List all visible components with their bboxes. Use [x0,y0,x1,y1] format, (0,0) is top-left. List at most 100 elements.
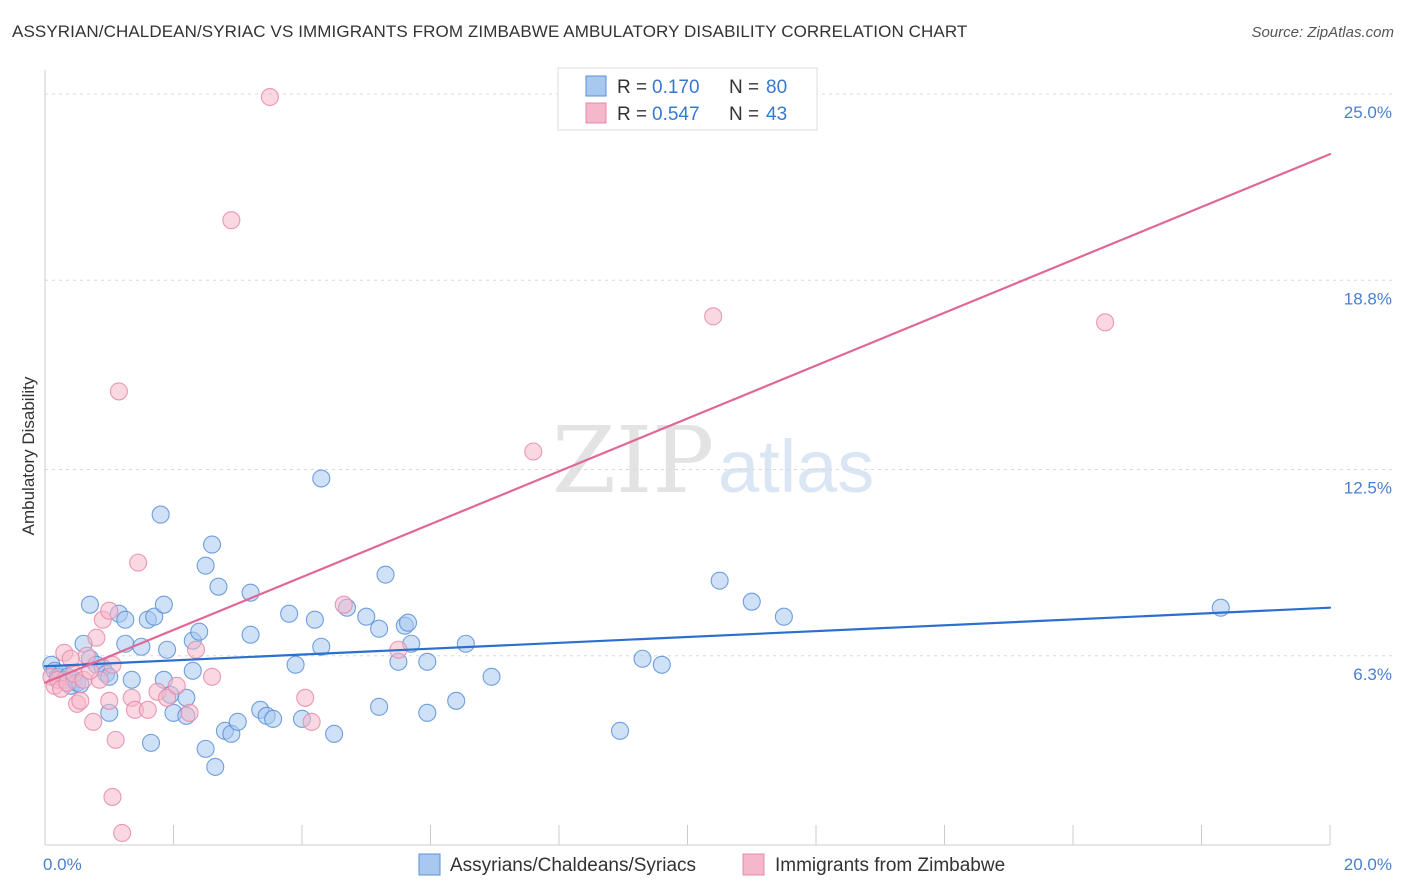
data-point [264,709,283,728]
data-point [334,595,353,614]
data-point [183,661,202,680]
source-label: Source: ZipAtlas.com [1251,24,1394,41]
data-point [84,712,103,731]
grid-lines [45,93,1392,657]
trend-lines [43,153,1332,684]
data-point [196,556,215,575]
data-point [357,607,376,626]
legend-n-label-1: N = [729,77,759,98]
data-point [398,613,418,632]
axes [44,70,1331,846]
data-point [286,655,305,674]
data-point [280,604,299,623]
data-point [742,592,761,611]
data-point [209,577,228,596]
data-point [145,607,164,626]
series-legend: Assyrians/Chaldeans/Syriacs Immigrants f… [418,853,1005,876]
y-tick-label: 6.3% [1353,665,1392,684]
data-point [186,640,206,659]
data-point [100,601,119,620]
data-point [447,691,466,710]
data-point [138,700,157,719]
data-point [312,637,331,656]
trend-line-blue [43,606,1332,668]
data-point [296,688,315,707]
data-point [87,628,106,647]
data-point [206,757,225,776]
data-point [704,307,723,326]
data-point [129,553,148,572]
legend-r-label-1: R = [617,77,647,98]
bottom-legend-label-pink: Immigrants from Zimbabwe [775,855,1005,876]
data-point [482,667,501,686]
bottom-legend-label-blue: Assyrians/Chaldeans/Syriacs [450,855,696,876]
data-point [774,607,793,626]
data-point [116,610,135,629]
data-point [61,649,80,668]
data-point [524,442,543,461]
data-point [228,712,247,731]
data-point [456,634,475,653]
data-point [633,649,652,668]
data-point [122,670,141,689]
legend-n-value-2: 43 [766,104,787,125]
data-point [167,676,186,695]
data-point [203,667,222,686]
data-point [325,724,344,743]
bottom-legend-swatch-pink [742,853,765,876]
data-point [370,697,389,716]
data-point [158,688,177,707]
legend-n-value-1: 80 [766,77,787,98]
y-tick-label: 18.8% [1344,289,1392,308]
data-point [376,565,395,584]
data-point [100,691,119,710]
data-point [312,469,331,488]
watermark-atlas: atlas [718,425,874,508]
y-tick-labels: 6.3% 12.5% 18.8% 25.0% [1344,103,1392,684]
legend-n-label-2: N = [729,104,759,125]
chart-title: ASSYRIAN/CHALDEAN/SYRIAC VS IMMIGRANTS F… [12,22,968,41]
data-point [190,622,209,641]
data-point [1096,313,1115,332]
series-assyrians-points [42,469,1230,776]
data-point [222,211,241,230]
data-point [151,505,170,524]
data-point [103,655,122,674]
data-point [77,646,96,665]
data-point [305,610,324,629]
watermark-zip: ZIP [552,407,714,514]
data-point [103,787,122,806]
data-point [260,87,279,107]
data-point [113,823,132,843]
data-point [141,733,161,752]
legend-swatch-pink [585,102,607,124]
legend-r-value-2: 0.547 [652,104,700,125]
data-point [158,640,177,659]
bottom-legend-swatch-blue [418,853,441,876]
data-point [418,703,437,722]
data-point [652,655,671,674]
data-point [203,535,222,554]
data-point [71,691,90,710]
data-point [241,625,260,644]
x-tick-label: 20.0% [1344,855,1392,874]
y-tick-label: 12.5% [1344,479,1392,498]
data-point [154,595,173,614]
data-point [302,712,321,731]
data-point [370,619,389,638]
x-tick-labels: 0.0% 20.0% [43,855,1392,874]
correlation-legend: R = 0.170 N = 80 R = 0.547 N = 43 [557,67,818,131]
data-point [106,730,125,749]
data-point [109,382,128,401]
trend-line-pink [43,153,1332,684]
y-axis-title: Ambulatory Disability [19,376,38,535]
data-point [196,739,215,758]
y-tick-label: 25.0% [1344,103,1392,122]
data-point [610,721,630,740]
legend-swatch-blue [585,75,607,97]
legend-r-label-2: R = [617,104,647,125]
legend-r-value-1: 0.170 [652,77,700,98]
data-point [80,595,100,614]
data-point [418,652,437,671]
